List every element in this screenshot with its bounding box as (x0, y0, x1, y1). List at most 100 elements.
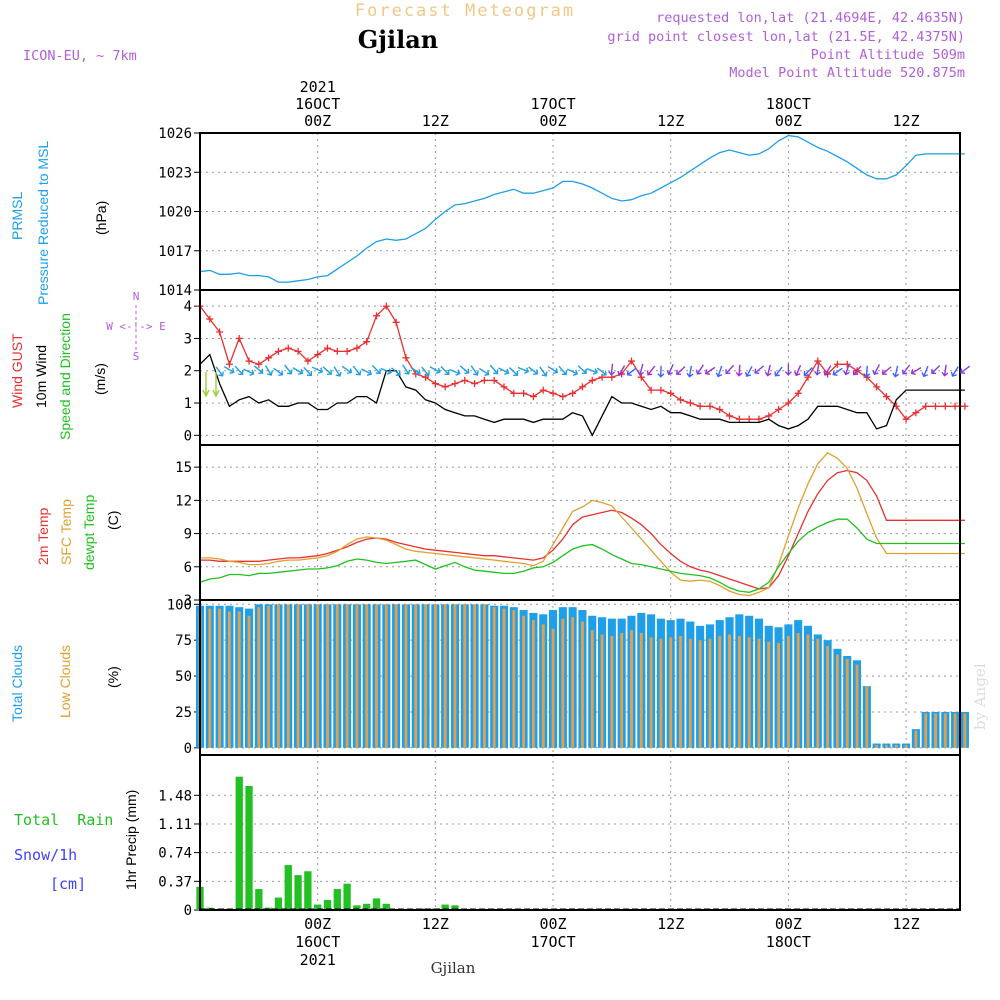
low-clouds-bar (728, 634, 731, 748)
low-clouds-bar (875, 744, 879, 748)
gust-point (274, 347, 282, 355)
rain-bar (304, 871, 312, 910)
wind-direction-arrow (764, 364, 772, 377)
wind-direction-arrow (558, 365, 568, 376)
low-clouds-bar (688, 638, 692, 748)
wind-direction-arrow (539, 366, 548, 377)
low-clouds-bar (806, 634, 810, 748)
time-label: 00Z (775, 112, 802, 130)
y-tick-label: 1014 (158, 283, 192, 299)
low-clouds-bar (257, 607, 261, 748)
y-tick-label: 50 (175, 669, 192, 685)
sfc-temp-line (200, 451, 965, 597)
wind-direction-arrow (910, 367, 922, 376)
y-tick-label: 1.11 (158, 817, 192, 833)
wind-direction-arrow (566, 368, 579, 376)
low-clouds-bar (306, 604, 310, 748)
rain-bar (441, 904, 449, 910)
wind-direction-arrow (303, 366, 313, 377)
wind-direction-arrow (264, 365, 273, 376)
low-clouds-bar (502, 608, 506, 748)
low-clouds-bar (482, 604, 486, 748)
clouds-panel: Total Clouds Low Clouds (%) 0 25 50 75 100 (9, 597, 969, 757)
low-clouds-bar (296, 604, 300, 748)
gust-point (225, 360, 233, 368)
wind-direction-arrow (931, 364, 941, 374)
wind-direction-arrow (498, 367, 510, 375)
model-altitude: Model Point Altitude 520.875m (729, 65, 965, 81)
wind-direction-arrow (803, 367, 813, 376)
point-altitude: Point Altitude 509m (811, 47, 965, 63)
low-clouds-bar (473, 604, 477, 748)
low-clouds-bar (227, 611, 231, 748)
low-clouds-bar (845, 658, 849, 748)
gust-point (922, 402, 930, 410)
wind-direction-arrow (686, 365, 694, 378)
2m-temp-line (200, 469, 965, 590)
footer-location: Gjilan (431, 959, 476, 977)
gust-point (284, 344, 292, 352)
clouds-unit: (%) (105, 666, 121, 688)
t2m-label: 2m Temp (35, 507, 51, 565)
y-tick-label: 25 (175, 705, 192, 721)
gust-point (588, 376, 596, 384)
wind-direction-arrow (421, 366, 430, 377)
wind-direction-arrow (311, 366, 324, 374)
gust-point (451, 380, 459, 388)
rain-bar (294, 875, 302, 910)
time-label: 17OCT (530, 95, 575, 113)
wind-direction-arrow (429, 366, 441, 374)
y-tick-label: 3 (184, 593, 192, 609)
gust-point (480, 376, 488, 384)
wind-direction-arrow (509, 367, 519, 376)
gust-point (304, 357, 312, 365)
total-clouds-label: Total Clouds (9, 645, 25, 722)
rain-bar (372, 898, 381, 910)
low-clouds-bar (424, 604, 427, 748)
low-clouds-bar (600, 634, 604, 748)
gust-point (520, 389, 528, 397)
gust-point (323, 344, 331, 352)
gust-point (735, 415, 743, 423)
low-clouds-bar (277, 604, 280, 748)
gust-point (873, 383, 881, 391)
gust-point (931, 402, 939, 410)
panel-frame (199, 444, 961, 601)
wind-direction-arrow (440, 365, 450, 375)
y-tick-label: 9 (184, 527, 192, 543)
y-tick-label: 1023 (158, 165, 192, 181)
low-clouds-bar (375, 604, 378, 748)
gust-point (647, 386, 655, 394)
time-label: 2021 (300, 78, 336, 96)
wind-direction-arrow (774, 366, 783, 377)
time-label: 12Z (657, 112, 684, 130)
rain-bar (451, 905, 459, 910)
pressure-label-2: Pressure Reduced to MSL (35, 141, 51, 305)
gust-point (961, 402, 969, 410)
time-label: 00Z (775, 915, 802, 933)
gust-point (784, 399, 792, 407)
gust-point (392, 318, 400, 326)
wind-direction-arrow (215, 366, 224, 377)
low-clouds-bar (335, 604, 339, 748)
gust-point (902, 415, 910, 423)
gust-point (657, 386, 665, 394)
low-clouds-bar (924, 713, 928, 748)
low-clouds-bar (943, 713, 947, 748)
gust-point (441, 383, 449, 391)
gust-point (382, 302, 390, 310)
wind-direction-arrow (380, 367, 392, 375)
low-clouds-bar (708, 638, 712, 748)
low-clouds-bar (649, 637, 653, 748)
low-clouds-bar (433, 604, 437, 748)
gust-point (255, 360, 263, 368)
pressure-panel: PRMSL Pressure Reduced to MSL (hPa) 1014… (9, 126, 965, 305)
y-tick-label: 75 (175, 633, 192, 649)
low-clouds-bar (551, 628, 555, 748)
gust-point (343, 347, 351, 355)
gust-point (333, 347, 341, 355)
low-clouds-bar (286, 604, 290, 748)
wind-direction-arrow (596, 367, 607, 377)
wind-direction-arrow (517, 366, 530, 374)
